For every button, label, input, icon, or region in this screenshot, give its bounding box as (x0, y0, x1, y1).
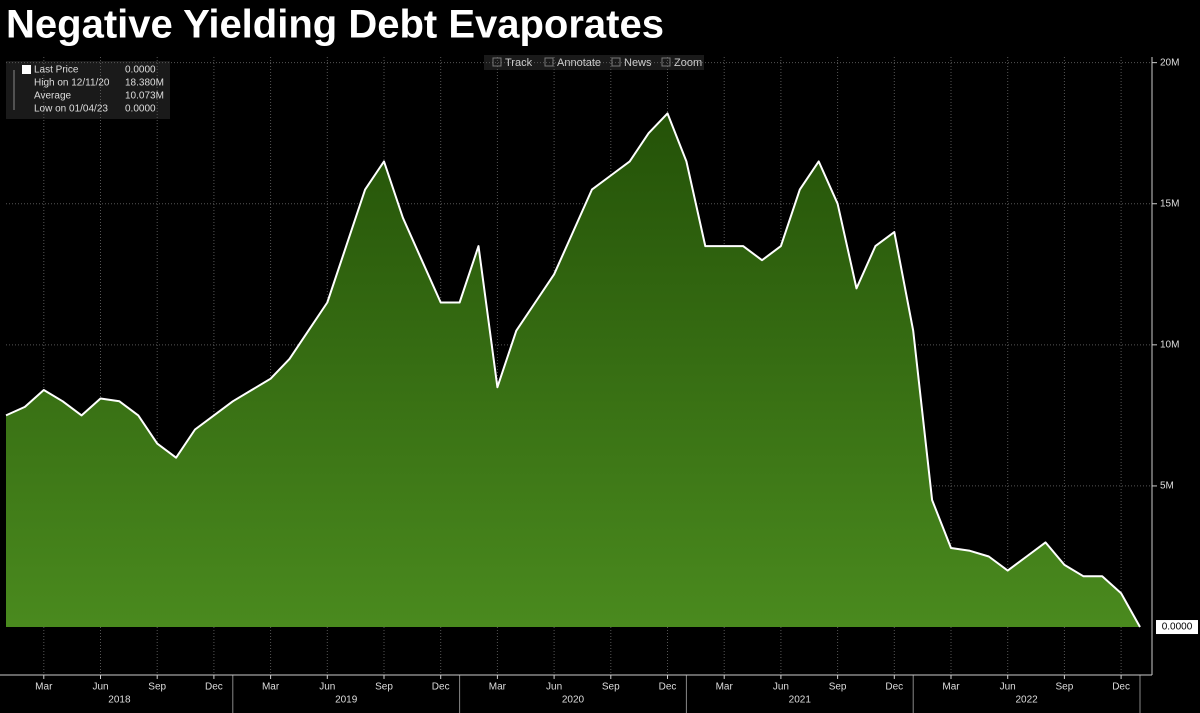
y-tick-label: 5M (1160, 481, 1174, 492)
legend-value: 18.380M (125, 78, 164, 89)
year-label: 2022 (1015, 695, 1038, 706)
x-tick-label: Jun (319, 682, 335, 693)
x-tick-label: Sep (148, 682, 166, 693)
year-label: 2020 (562, 695, 585, 706)
toolbar-item: Annotate (557, 57, 601, 69)
x-tick-label: Mar (262, 682, 280, 693)
legend-value: 10.073M (125, 91, 164, 102)
x-tick-label: Jun (92, 682, 108, 693)
x-tick-label: Mar (942, 682, 960, 693)
legend-value: 0.0000 (125, 65, 156, 76)
toolbar-icon (611, 57, 621, 67)
legend-box (6, 61, 170, 119)
x-tick-label: Dec (885, 682, 903, 693)
year-label: 2018 (108, 695, 131, 706)
x-tick-label: Sep (829, 682, 847, 693)
x-tick-label: Sep (375, 682, 393, 693)
line (5, 112, 1141, 628)
x-tick-label: Jun (773, 682, 789, 693)
last-value-label: 0.0000 (1162, 622, 1193, 633)
x-tick-label: Jun (1000, 682, 1016, 693)
year-label: 2021 (789, 695, 812, 706)
x-tick-label: Dec (205, 682, 223, 693)
x-tick-label: Sep (602, 682, 620, 693)
last-value-tag (1156, 620, 1198, 635)
toolbar-item: Zoom (674, 57, 702, 69)
x-tick-label: Jun (546, 682, 562, 693)
toolbar-icon (492, 57, 502, 67)
legend-label: Average (34, 91, 72, 102)
toolbar-icon (661, 57, 671, 67)
legend-label: Low on 01/04/23 (34, 104, 108, 115)
x-tick-label: Mar (716, 682, 734, 693)
legend-value: 0.0000 (125, 104, 156, 115)
chart-title: Negative Yielding Debt Evaporates (6, 3, 664, 47)
y-tick-label: 10M (1160, 339, 1179, 350)
x-tick-label: Sep (1056, 682, 1074, 693)
x-tick-label: Dec (1112, 682, 1130, 693)
x-tick-label: Mar (489, 682, 507, 693)
toolbar-item: Track (505, 57, 533, 69)
toolbar-item: News (624, 57, 652, 69)
legend-label: Last Price (34, 65, 79, 76)
x-tick-label: Dec (432, 682, 450, 693)
legend-label: High on 12/11/20 (34, 78, 110, 89)
x-tick-label: Mar (35, 682, 53, 693)
y-tick-label: 20M (1160, 57, 1179, 68)
y-tick-label: 15M (1160, 198, 1179, 209)
year-label: 2019 (335, 695, 358, 706)
toolbar-icon (544, 57, 554, 67)
legend-swatch (22, 65, 31, 74)
area (6, 113, 1140, 628)
x-tick-label: Dec (659, 682, 677, 693)
